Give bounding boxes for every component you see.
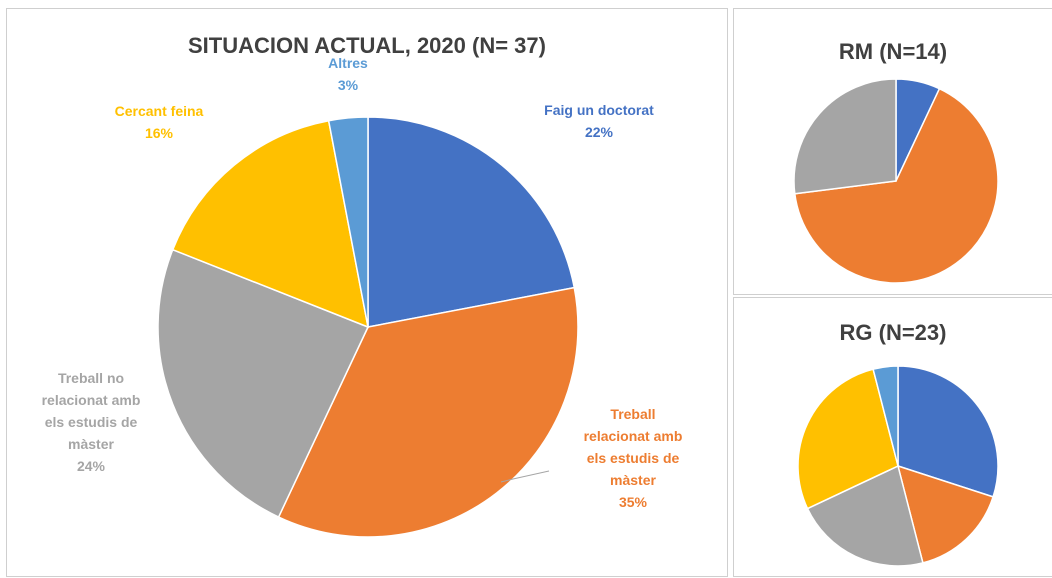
rg-pie-slice-5 (872, 365, 899, 467)
main-chart-panel: SITUACION ACTUAL, 2020 (N= 37) Faig un d… (6, 8, 728, 577)
rg-chart-panel: RG (N=23) (733, 297, 1052, 577)
main-pie-slice-4 (171, 119, 369, 329)
main-pie-slice-3 (157, 248, 370, 519)
rm-pie-slice-3 (793, 78, 897, 195)
main-pie-chart: Faig un doctorat 22% Treball relacionat amb… (42, 55, 683, 538)
main-pie-label-1: Faig un doctorat 22% (544, 102, 654, 140)
main-chart-title: SITUACION ACTUAL, 2020 (N= 37) (188, 33, 546, 58)
rg-pie-slice-3 (806, 464, 924, 567)
rg-pie-slice-4 (797, 368, 899, 510)
rm-pie-chart (793, 78, 999, 284)
main-pie-slice-2 (277, 286, 579, 538)
rg-chart-title: RG (N=23) (839, 320, 947, 345)
rg-pie-chart (797, 365, 999, 567)
main-pie-label-2: Treball relacionat amb els estudis de màste… (584, 406, 683, 510)
label-leader-line (500, 470, 550, 483)
rg-pie-slice-1 (897, 365, 999, 498)
main-pie-slice-1 (367, 116, 576, 328)
main-pie-label-5: Altres 3% (328, 55, 368, 93)
main-pie-slice-5 (327, 116, 369, 328)
rm-chart-panel: RM (N=14) (733, 8, 1052, 295)
rm-chart-title: RM (N=14) (838, 39, 948, 64)
main-pie-label-3: Treball no relacionat amb els estudis de mà… (42, 370, 141, 474)
rm-pie-slice-2 (793, 87, 999, 284)
main-pie-label-4: Cercant feina 16% (115, 103, 204, 141)
rg-pie-slice-2 (896, 464, 995, 564)
